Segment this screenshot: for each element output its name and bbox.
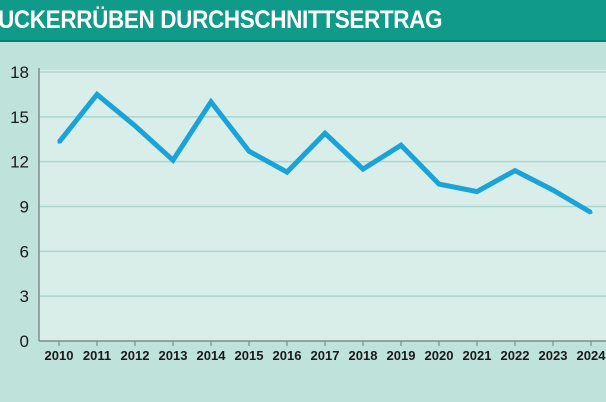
x-tick-label-2022: 2022 <box>501 348 530 363</box>
data-point-2015 <box>247 149 251 153</box>
data-point-2020 <box>437 182 441 186</box>
x-tick-label-2010: 2010 <box>45 348 74 363</box>
x-tick-label-2019: 2019 <box>387 348 416 363</box>
x-tick-label-2023: 2023 <box>539 348 568 363</box>
data-point-2023 <box>551 188 555 192</box>
data-point-2019 <box>399 143 403 147</box>
y-tick-label-18: 18 <box>10 63 29 82</box>
data-point-2011 <box>95 92 99 96</box>
data-point-2022 <box>513 169 517 173</box>
x-tick-label-2020: 2020 <box>425 348 454 363</box>
series <box>57 90 593 215</box>
y-tick-label-6: 6 <box>20 242 29 261</box>
data-point-2021 <box>475 190 479 194</box>
x-tick-label-2015: 2015 <box>235 348 264 363</box>
data-point-2017 <box>323 131 327 135</box>
data-point-2014 <box>209 100 213 104</box>
data-point-2012 <box>133 124 137 128</box>
x-tick-label-2016: 2016 <box>273 348 302 363</box>
data-point-2018 <box>361 167 365 171</box>
y-axis-ticks: 0 3 6 9 12 15 18 <box>10 63 29 351</box>
x-tick-label-2013: 2013 <box>159 348 188 363</box>
data-point-2010 <box>57 140 61 144</box>
chart-title: UCKERRÜBEN DURCHSCHNITTSERTRAG <box>0 6 443 34</box>
x-tick-label-2011: 2011 <box>83 348 111 363</box>
x-tick-label-2024: 2024 <box>577 348 606 363</box>
x-tick-label-2012: 2012 <box>121 348 150 363</box>
chart-header: UCKERRÜBEN DURCHSCHNITTSERTRAG <box>0 0 606 42</box>
axes <box>38 68 606 342</box>
x-tick-label-2014: 2014 <box>197 348 227 363</box>
y-tick-label-12: 12 <box>10 153 29 172</box>
x-tick-label-2017: 2017 <box>311 348 340 363</box>
y-tick-label-3: 3 <box>20 287 29 306</box>
x-tick-label-2018: 2018 <box>349 348 378 363</box>
y-tick-label-0: 0 <box>20 332 29 351</box>
plot-background <box>39 70 606 341</box>
x-axis-ticks: 2010 2011 2012 2013 2014 2015 2016 2017 2018 2019… <box>45 341 606 363</box>
y-tick-label-9: 9 <box>20 198 29 217</box>
gridlines <box>39 71 606 297</box>
data-point-2016 <box>285 170 289 174</box>
data-point-2013 <box>171 158 175 162</box>
x-tick-label-2021: 2021 <box>463 348 492 363</box>
data-point-2024 <box>589 210 593 214</box>
y-tick-label-15: 15 <box>10 108 29 127</box>
